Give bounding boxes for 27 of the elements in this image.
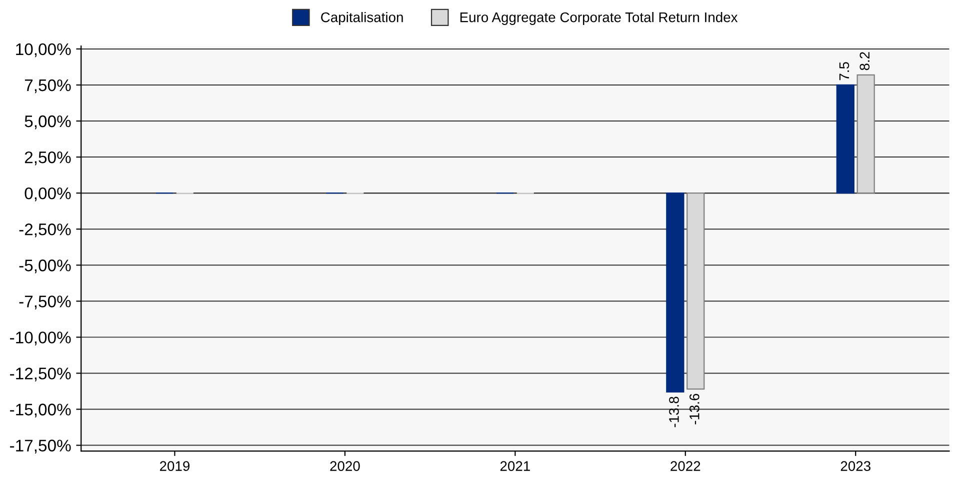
x-tick-label: 2022: [670, 461, 700, 471]
y-tick-label: -17,50%: [10, 440, 71, 454]
data-label: 7.5: [839, 62, 850, 80]
y-tick-label: 5,00%: [24, 115, 71, 130]
y-tick-label: -5,00%: [19, 260, 71, 274]
x-tick-label: 2023: [840, 461, 870, 471]
y-tick-label: 2,50%: [24, 151, 71, 166]
bar: [856, 74, 875, 194]
data-label: -13.6: [689, 394, 700, 424]
x-tick-label: 2020: [330, 461, 360, 471]
x-tick-label: 2021: [500, 461, 530, 471]
y-tick-label: -15,00%: [10, 404, 71, 418]
bar: [686, 192, 705, 390]
bar: [666, 192, 684, 393]
y-tick-label: -2,50%: [19, 224, 71, 238]
y-tick-label: -10,00%: [10, 332, 71, 346]
y-tick-label: -7,50%: [19, 296, 71, 310]
legend-label: Euro Aggregate Corporate Total Return Index: [460, 12, 738, 25]
data-label: -13.8: [669, 396, 679, 428]
y-tick-label: 0,00%: [24, 187, 71, 202]
data-label: 8.2: [860, 52, 870, 70]
y-tick-label: -12,50%: [10, 368, 71, 382]
y-tick-label: 10,00%: [16, 43, 71, 58]
legend-label: Capitalisation: [321, 12, 403, 25]
bar: [836, 84, 854, 194]
y-tick-label: 7,50%: [24, 79, 71, 94]
x-tick-label: 2019: [160, 461, 190, 471]
